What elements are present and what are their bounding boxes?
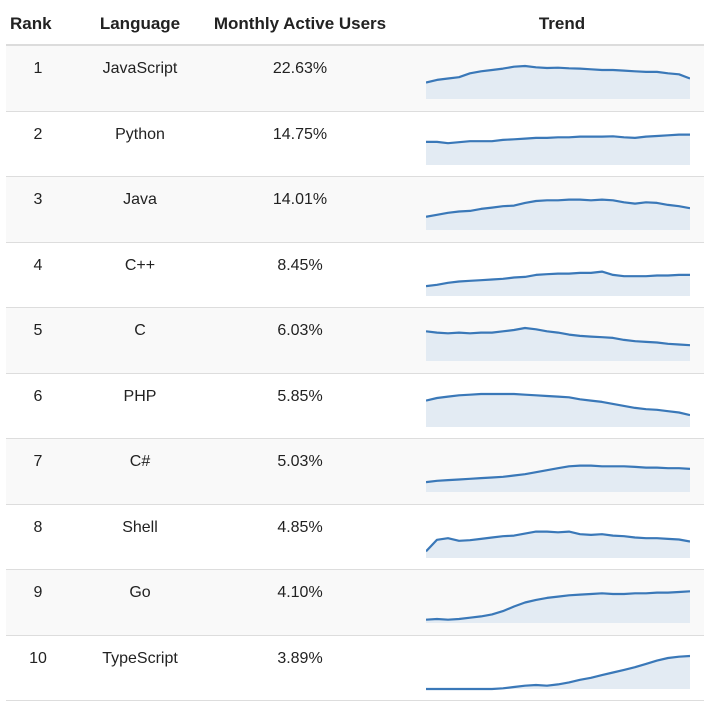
language-cell: C [134, 322, 146, 339]
header-trend[interactable]: Trend [538, 14, 586, 33]
table-row[interactable]: 4 C++ 8.45% [6, 242, 704, 308]
language-cell: C++ [124, 256, 156, 274]
language-cell: Go [129, 584, 151, 601]
sparkline-area [426, 134, 690, 165]
sparkline-area [426, 655, 690, 689]
trend-sparkline [426, 530, 690, 558]
table-row[interactable]: 2 Python 14.75% [6, 111, 704, 177]
language-cell: TypeScript [102, 649, 178, 667]
sparkline-area [426, 531, 690, 558]
header-rank[interactable]: Rank [10, 14, 52, 33]
rank-cell: 3 [33, 191, 43, 208]
sparkline-area [426, 393, 690, 427]
mau-cell: 3.89% [277, 649, 323, 667]
sparkline-line [426, 198, 690, 218]
rank-cell: 7 [33, 453, 43, 470]
sparkline-line [426, 133, 690, 144]
rank-cell: 5 [33, 322, 43, 339]
trend-sparkline [426, 654, 690, 690]
table-header: Rank Language Monthly Active Users Trend [6, 0, 704, 46]
mau-cell: 8.45% [277, 256, 323, 274]
mau-cell: 14.01% [272, 191, 328, 208]
rank-cell: 10 [29, 649, 47, 667]
table-row[interactable]: 6 PHP 5.85% [6, 373, 704, 439]
sparkline-line [426, 270, 690, 287]
table-row[interactable]: 9 Go 4.10% [6, 570, 704, 636]
trend-sparkline [426, 198, 690, 230]
table-row[interactable]: 5 C 6.03% [6, 308, 704, 374]
table-row[interactable]: 3 Java 14.01% [6, 177, 704, 243]
mau-cell: 22.63% [272, 60, 328, 77]
sparkline-line [426, 590, 690, 621]
trend-sparkline [426, 64, 690, 99]
rank-cell: 8 [33, 518, 43, 536]
sparkline-line [426, 326, 690, 347]
sparkline-area [426, 328, 690, 361]
trend-sparkline [426, 326, 690, 361]
sparkline-area [426, 199, 690, 230]
sparkline-line [426, 530, 690, 552]
language-cell: PHP [123, 387, 157, 405]
mau-cell: 6.03% [277, 322, 323, 339]
table-row[interactable]: 8 Shell 4.85% [6, 504, 704, 570]
table-row[interactable]: 10 TypeScript 3.89% [6, 635, 704, 701]
trend-sparkline [426, 590, 690, 623]
mau-cell: 4.10% [277, 584, 323, 601]
rank-cell: 4 [33, 256, 43, 274]
sparkline-area [426, 271, 690, 296]
trend-sparkline [426, 392, 690, 427]
sparkline-line [426, 464, 690, 484]
table-row[interactable]: 1 JavaScript 22.63% [6, 46, 704, 112]
trend-sparkline [426, 464, 690, 492]
trend-sparkline [426, 270, 690, 296]
language-cell: JavaScript [102, 60, 178, 77]
language-cell: Python [115, 125, 165, 143]
rank-cell: 6 [33, 387, 43, 405]
language-cell: Shell [122, 518, 158, 536]
sparkline-line [426, 64, 690, 84]
language-cell: C# [129, 453, 151, 470]
table-row[interactable]: 7 C# 5.03% [6, 439, 704, 505]
sparkline-line [426, 654, 690, 690]
rank-cell: 1 [33, 60, 43, 77]
rank-cell: 9 [33, 584, 43, 601]
rank-cell: 2 [33, 125, 43, 143]
header-monthly-active-users[interactable]: Monthly Active Users [213, 14, 387, 33]
mau-cell: 5.03% [277, 453, 323, 470]
trend-sparkline [426, 133, 690, 165]
mau-cell: 5.85% [277, 387, 323, 405]
sparkline-area [426, 465, 690, 492]
header-language[interactable]: Language [99, 14, 181, 33]
mau-cell: 14.75% [272, 125, 328, 143]
language-ranking-table: Rank Language Monthly Active Users Trend… [6, 0, 704, 701]
language-cell: Java [123, 191, 157, 208]
mau-cell: 4.85% [277, 518, 323, 536]
sparkline-line [426, 392, 690, 416]
sparkline-area [426, 66, 690, 99]
